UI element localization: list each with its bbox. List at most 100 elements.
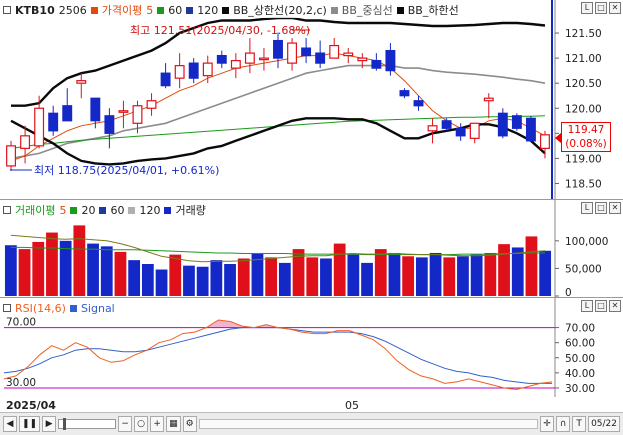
zoom-reset-icon[interactable]: ○ xyxy=(134,416,149,432)
rsi-level-low-label: 30.00 xyxy=(6,377,36,389)
volume-panel-controls: L □ ✕ xyxy=(581,202,621,214)
legend-checkbox[interactable] xyxy=(3,6,11,14)
rsi-tick-label: 70.00 xyxy=(565,323,595,335)
panel-lock-icon[interactable]: L xyxy=(581,2,593,14)
zoom-out-icon[interactable]: − xyxy=(118,416,133,432)
volume-bar xyxy=(388,252,401,296)
price-tick-label: 120.00 xyxy=(565,103,602,115)
panel-lock-icon[interactable]: L xyxy=(581,300,593,312)
price-chart-canvas[interactable]: 121.50121.00120.50120.00119.50119.00118.… xyxy=(0,0,623,200)
candle-body xyxy=(90,97,101,122)
candle-body xyxy=(455,127,466,137)
volume-ma120-swatch xyxy=(128,206,136,214)
price-chart-panel[interactable]: 121.50121.00120.50120.00119.50119.00118.… xyxy=(0,0,623,200)
candle-body xyxy=(62,105,73,122)
candle-body xyxy=(357,57,368,62)
chart-toolbar: ◀ ❚❚ ▶ − ○ + ▦ ⚙ ✛ ∩ T 05/22 xyxy=(0,412,623,435)
rsi-chart-panel[interactable]: 70.00 60.00 50.00 40.00 30.00 70.00 30.00 RSI(… xyxy=(0,298,623,397)
bb-middle-swatch xyxy=(330,6,338,14)
volume-bar xyxy=(59,240,72,296)
volume-bar xyxy=(237,258,250,296)
volume-bar xyxy=(128,260,141,296)
panel-close-icon[interactable]: ✕ xyxy=(609,2,621,14)
volume-bar xyxy=(87,243,99,296)
speed-slider[interactable] xyxy=(58,418,117,430)
candle-body xyxy=(132,105,143,124)
rsi-legend-checkbox[interactable] xyxy=(3,304,11,312)
panel-maximize-icon[interactable]: □ xyxy=(595,300,607,312)
chart-type-icon[interactable]: ▦ xyxy=(166,416,181,432)
panel-close-icon[interactable]: ✕ xyxy=(609,300,621,312)
candle-body xyxy=(511,115,522,129)
price-tick-label: 119.00 xyxy=(565,153,602,165)
candle-body xyxy=(371,60,382,69)
price-panel-controls: L □ ✕ xyxy=(581,2,621,14)
panel-divider[interactable] xyxy=(0,297,623,298)
volume-ma60-period: 60 xyxy=(110,203,125,217)
ma120-swatch xyxy=(186,6,194,14)
candle-body xyxy=(48,112,59,132)
volume-bar xyxy=(196,266,209,296)
volume-label: 거래량 xyxy=(175,204,206,217)
ma120-period: 120 xyxy=(197,3,219,17)
candle-body xyxy=(301,47,312,57)
candle-body xyxy=(202,62,213,77)
ma60-period: 60 xyxy=(168,3,183,17)
volume-chart-canvas[interactable]: 100,000 50,000 0 xyxy=(0,200,623,298)
zoom-in-icon[interactable]: + xyxy=(150,416,165,432)
volume-ma5-period: 5 xyxy=(59,203,67,217)
volume-bar xyxy=(169,254,182,296)
panel-divider[interactable] xyxy=(0,199,623,200)
pause-icon[interactable]: ❚❚ xyxy=(19,416,41,432)
rsi-signal-line xyxy=(3,327,552,384)
ticker-label: KTB10 xyxy=(15,3,55,17)
price-tick-label: 120.50 xyxy=(565,78,602,90)
high-annotation: 최고 121.51(2025/04/30, -1.68%) xyxy=(130,24,310,37)
volume-legend-checkbox[interactable] xyxy=(3,206,11,214)
candle-body xyxy=(20,135,31,149)
horizontal-scrollbar[interactable] xyxy=(198,419,539,429)
panel-close-icon[interactable]: ✕ xyxy=(609,202,621,214)
volume-bar xyxy=(224,264,236,296)
volume-bar xyxy=(46,232,58,296)
volume-bar xyxy=(511,247,524,296)
volume-ma20-period: 20 xyxy=(81,203,96,217)
volume-bar-swatch xyxy=(164,206,172,214)
play-icon[interactable]: ▶ xyxy=(42,416,57,432)
current-price-marker xyxy=(555,133,561,143)
candle-body xyxy=(258,57,269,61)
current-price-value: 119.47 xyxy=(567,124,605,136)
volume-chart-panel[interactable]: 100,000 50,000 0 거래이평 5 20 60 120 거래량 L □ … xyxy=(0,200,623,298)
candle-body xyxy=(469,122,480,139)
candle-body xyxy=(385,49,396,72)
candle-body xyxy=(188,62,199,79)
panel-lock-icon[interactable]: L xyxy=(581,202,593,214)
volume-bar xyxy=(100,246,113,296)
volume-bar xyxy=(251,252,264,296)
rsi-line xyxy=(3,319,553,391)
volume-bar xyxy=(141,264,154,296)
volume-bar xyxy=(361,262,373,296)
bb-upper-swatch xyxy=(222,6,230,14)
candle-body xyxy=(216,55,227,64)
ma-legend-label: 가격이평 xyxy=(101,4,143,17)
text-tool-icon[interactable]: T xyxy=(572,416,587,432)
magnet-icon[interactable]: ∩ xyxy=(556,416,571,432)
panel-maximize-icon[interactable]: □ xyxy=(595,2,607,14)
date-axis-end-label[interactable]: 05/22 xyxy=(588,416,620,432)
candle-body xyxy=(287,42,298,64)
settings-icon[interactable]: ⚙ xyxy=(182,416,197,432)
candle-body xyxy=(399,90,410,97)
crosshair-icon[interactable]: ✛ xyxy=(540,416,555,432)
panel-maximize-icon[interactable]: □ xyxy=(595,202,607,214)
candle-body xyxy=(230,60,241,69)
scroll-first-icon[interactable]: ◀ xyxy=(3,416,17,432)
candle-body xyxy=(497,112,508,137)
candle-body xyxy=(329,44,340,59)
volume-bar xyxy=(73,225,86,296)
date-axis: 2025/04 05 xyxy=(0,398,623,412)
rsi-chart-canvas[interactable]: 70.00 60.00 50.00 40.00 30.00 70.00 30.00 xyxy=(0,298,623,397)
candle-body xyxy=(413,100,424,107)
candle-body xyxy=(104,115,115,134)
volume-bar xyxy=(429,252,442,296)
